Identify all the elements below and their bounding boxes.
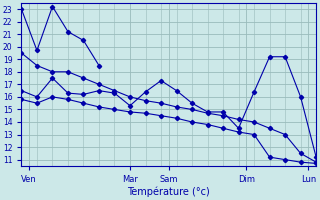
X-axis label: Température (°c): Température (°c) — [127, 187, 210, 197]
